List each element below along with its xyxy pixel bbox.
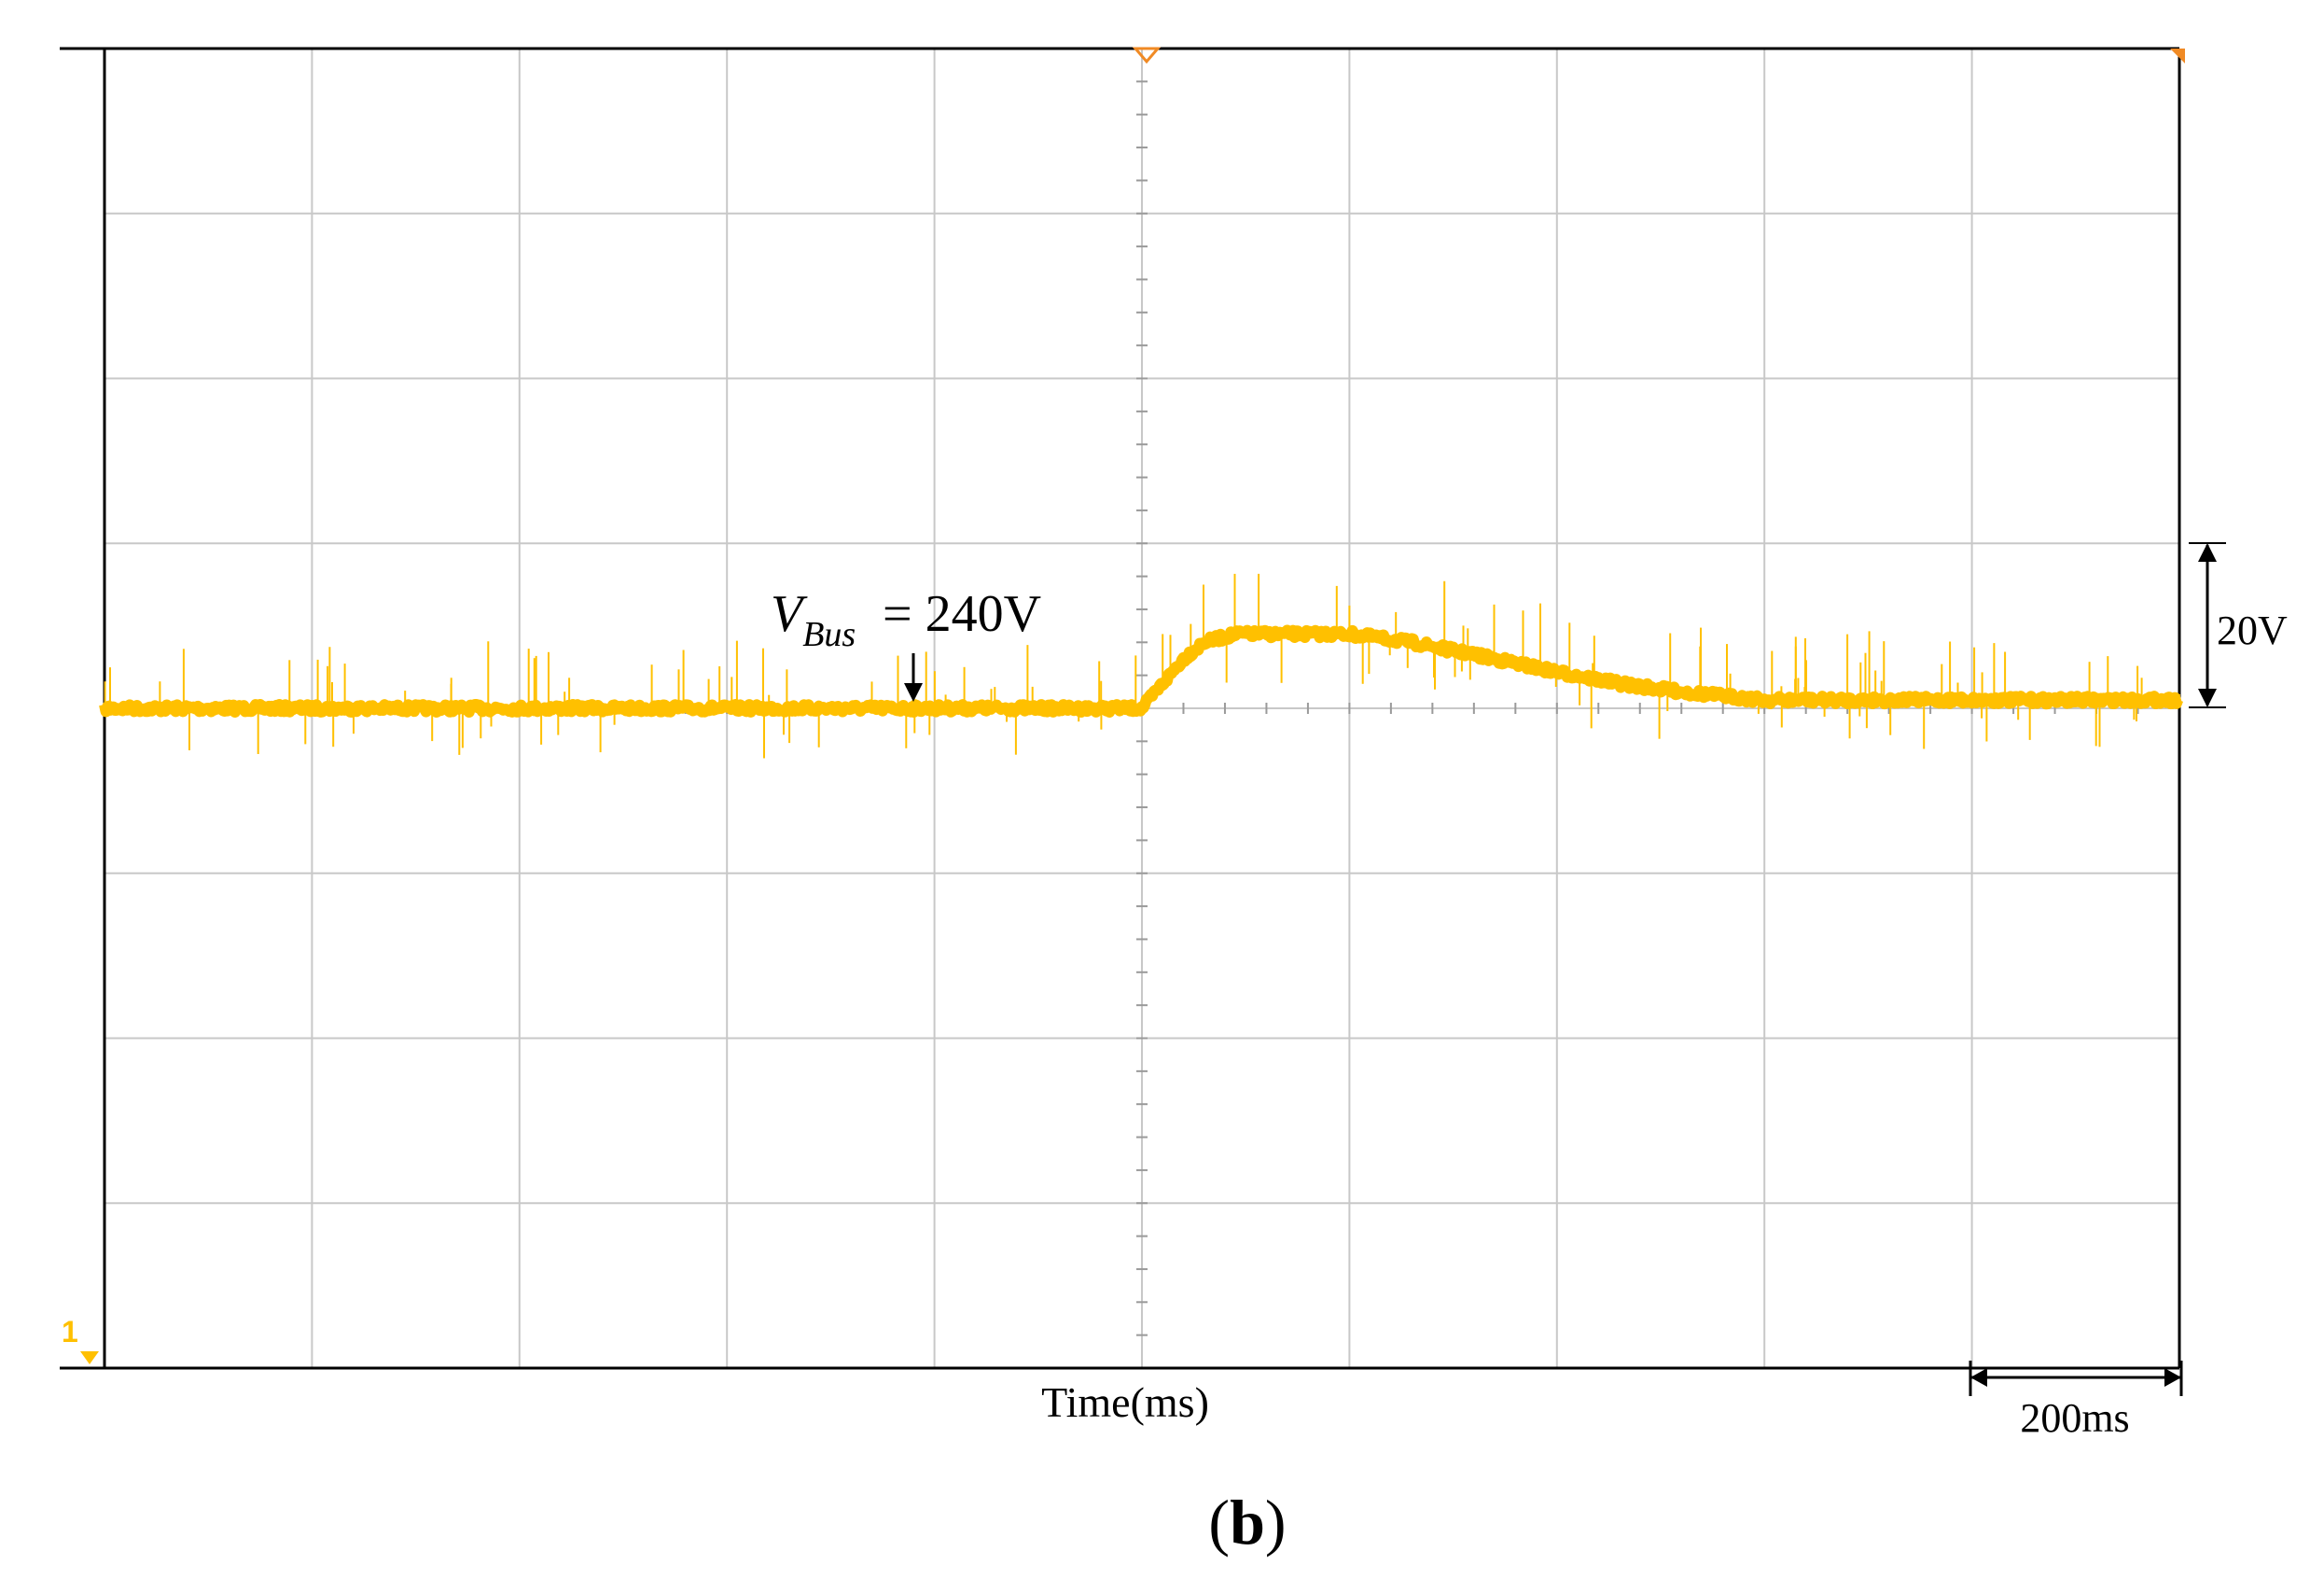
chart-frame <box>60 47 2181 1370</box>
vbus-pointer-head-icon <box>904 683 923 702</box>
time-scale-label: 200ms <box>2020 1395 2129 1441</box>
volt-scale-bar <box>2189 542 2226 708</box>
figure-caption: (b) <box>1208 1487 1286 1558</box>
x-axis-label: Time(ms) <box>1041 1378 1209 1426</box>
trigger-marker-icon <box>1132 47 1162 64</box>
time-scale-bar <box>1969 1361 2183 1396</box>
channel-marker: 1 <box>62 1315 78 1348</box>
caption-close: ) <box>1265 1487 1287 1558</box>
trace-line <box>99 624 2184 718</box>
vbus-subscript: Bus <box>802 615 856 654</box>
corner-marker-icon <box>2170 49 2185 63</box>
vbus-value: = 240V <box>883 585 1041 643</box>
caption-open: ( <box>1208 1487 1230 1558</box>
volt-scale-label: 20V <box>2217 608 2288 653</box>
vbus-annotation: VBus <box>771 585 856 654</box>
caption-letter: b <box>1230 1487 1265 1558</box>
channel-ground-arrow-icon <box>80 1351 99 1364</box>
voltage-trace <box>99 573 2184 759</box>
vbus-symbol: V <box>771 585 808 643</box>
